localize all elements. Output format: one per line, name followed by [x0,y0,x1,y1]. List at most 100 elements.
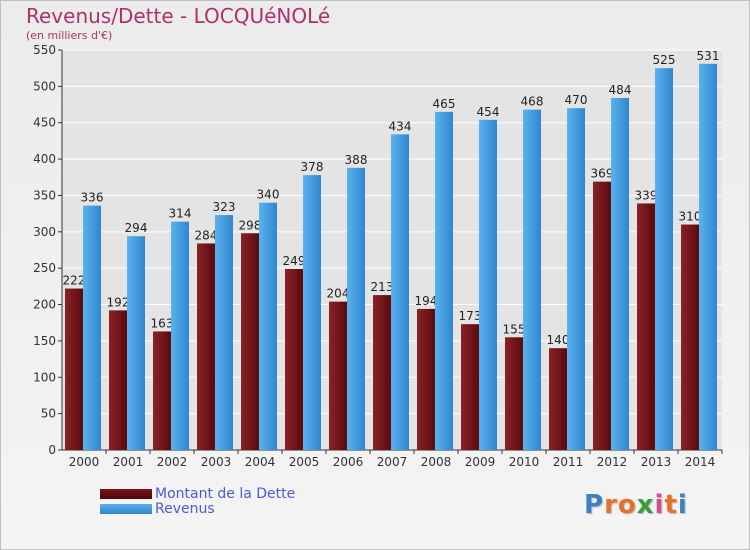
y-tick-label: 450 [33,116,56,130]
data-label-revenus: 336 [81,191,104,205]
bar-dette [65,288,83,450]
x-tick-label: 2003 [201,455,232,469]
data-label-dette: 369 [591,167,614,181]
data-label-revenus: 531 [697,49,720,63]
bar-dette [285,268,303,450]
bar-dette [637,203,655,450]
y-tick-label: 550 [33,43,56,57]
data-label-revenus: 434 [389,119,412,133]
x-tick-label: 2004 [245,455,276,469]
bar-revenus [611,98,629,450]
bar-revenus [259,202,277,450]
bar-revenus [655,68,673,450]
bar-dette [417,308,435,450]
bar-revenus [83,205,101,450]
data-label-revenus: 294 [125,221,148,235]
data-label-dette: 163 [151,316,174,330]
legend-label-revenus: Revenus [155,501,215,517]
y-tick-label: 0 [48,443,56,457]
data-label-dette: 173 [459,309,482,323]
y-tick-label: 50 [41,407,56,421]
y-tick-label: 350 [33,188,56,202]
bar-dette [373,295,391,450]
x-tick-label: 2006 [333,455,364,469]
bar-revenus [523,109,541,451]
logo-letter: P [584,490,605,520]
bar-revenus [303,175,321,450]
logo-letter: i [677,490,688,520]
data-label-revenus: 323 [213,200,236,214]
legend-swatch-revenus [100,504,152,514]
bar-dette [153,331,171,450]
y-tick-label: 300 [33,225,56,239]
logo-letter: o [617,490,637,520]
data-label-dette: 192 [107,295,130,309]
x-tick-label: 2012 [597,455,628,469]
data-label-dette: 194 [415,294,438,308]
data-label-dette: 339 [635,188,658,202]
proxiti-logo: Proxiti [584,490,688,520]
bar-dette [329,301,347,450]
bar-revenus [171,221,189,450]
y-tick-label: 100 [33,370,56,384]
bar-dette [241,233,259,450]
bar-revenus [567,108,585,450]
chart-title: Revenus/Dette - LOCQUéNOLé [26,4,331,28]
bar-dette [549,348,567,450]
y-tick-label: 250 [33,261,56,275]
data-label-revenus: 470 [565,93,588,107]
x-tick-label: 2002 [157,455,188,469]
y-tick-label: 200 [33,298,56,312]
data-label-dette: 310 [679,210,702,224]
bar-revenus [391,134,409,450]
data-label-dette: 249 [283,254,306,268]
data-label-dette: 222 [63,274,86,288]
y-tick-label: 150 [33,334,56,348]
data-label-revenus: 378 [301,160,324,174]
bar-revenus [435,111,453,451]
bar-revenus [479,119,497,451]
data-label-dette: 284 [195,228,218,242]
bar-revenus [215,215,233,450]
chart-subtitle: (en milliers d'€) [26,29,113,42]
bar-dette [681,224,699,450]
data-label-dette: 140 [547,333,570,347]
data-label-revenus: 388 [345,153,368,167]
x-tick-label: 2001 [113,455,144,469]
data-label-dette: 213 [371,280,394,294]
logo-letter: x [636,490,655,520]
data-label-revenus: 314 [169,207,192,221]
data-label-revenus: 340 [257,188,280,202]
y-tick-label: 500 [33,79,56,93]
x-tick-label: 2013 [641,455,672,469]
legend-swatch-dette [100,489,152,499]
x-tick-label: 2014 [685,455,716,469]
legend-label-dette: Montant de la Dette [155,486,296,502]
data-label-revenus: 465 [433,97,456,111]
bar-revenus [347,167,365,450]
bar-dette [505,337,523,450]
x-tick-label: 2010 [509,455,540,469]
x-tick-label: 2008 [421,455,452,469]
data-label-revenus: 454 [477,105,500,119]
bar-dette [197,243,215,450]
logo-letter: r [604,490,618,520]
x-tick-label: 2005 [289,455,320,469]
bar-dette [109,310,127,450]
data-label-dette: 155 [503,322,526,336]
bar-dette [461,324,479,450]
bar-revenus [699,63,717,451]
logo-letter: t [664,490,678,520]
x-tick-label: 2007 [377,455,408,469]
bar-revenus [127,236,145,450]
data-label-dette: 204 [327,287,350,301]
x-tick-label: 2000 [69,455,100,469]
data-label-dette: 298 [239,218,262,232]
x-tick-label: 2011 [553,455,584,469]
logo-letter: i [654,490,665,520]
data-label-revenus: 468 [521,95,544,109]
y-tick-label: 400 [33,152,56,166]
data-label-revenus: 525 [653,53,676,67]
bar-dette [593,181,611,451]
